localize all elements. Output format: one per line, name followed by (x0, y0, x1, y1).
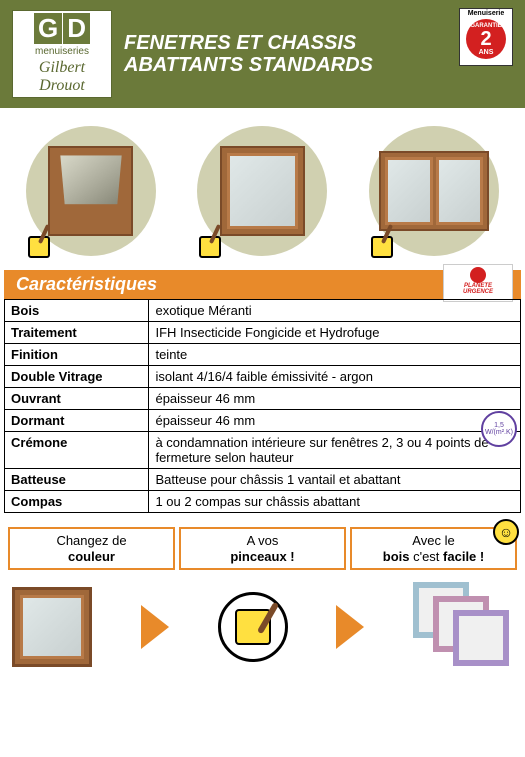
table-row: Finitionteinte (5, 344, 521, 366)
spec-label: Double Vitrage (5, 366, 149, 388)
table-row: Compas1 ou 2 compas sur châssis abattant (5, 491, 521, 513)
label-easy: Avec le bois c'est facile ! ☺ (350, 527, 517, 570)
window-double (379, 151, 489, 231)
window-glass (20, 595, 84, 659)
logo-script: Gilbert Drouot (17, 59, 107, 95)
paint-icon (199, 228, 227, 258)
spec-label: Finition (5, 344, 149, 366)
header: G D menuiseries Gilbert Drouot FENETRES … (0, 0, 525, 108)
spec-label: Crémone (5, 432, 149, 469)
spec-value: exotique Méranti (149, 300, 521, 322)
label2a: A vos (247, 533, 279, 548)
planete-icon (470, 267, 486, 283)
label3a: Avec le (412, 533, 454, 548)
section-title: Caractéristiques (16, 274, 157, 294)
badge-number: 2 (466, 29, 506, 49)
spec-label: Ouvrant (5, 388, 149, 410)
product-row (0, 108, 525, 270)
label2b: pinceaux ! (230, 549, 294, 564)
window-tilt-pane (56, 152, 126, 207)
spec-value: IFH Insecticide Fongicide et Hydrofuge (149, 322, 521, 344)
warranty-badge: Menuiserie GARANTIE 2 ANS (459, 8, 513, 66)
label-color: Changez de couleur (8, 527, 175, 570)
title-line1: FENETRES ET CHASSIS (124, 32, 373, 54)
table-row: Dormantépaisseur 46 mm (5, 410, 521, 432)
paint-icon (28, 228, 56, 258)
window-single (220, 146, 305, 236)
spec-value: teinte (149, 344, 521, 366)
label-brush: A vos pinceaux ! (179, 527, 346, 570)
bottom-flow (8, 582, 517, 672)
product-tilt-window (16, 126, 166, 256)
table-row: Ouvrantépaisseur 46 mm (5, 388, 521, 410)
thermal-stamp: 1,5 W/(m².K) (481, 411, 517, 447)
label1b: couleur (68, 549, 115, 564)
window-glass (385, 157, 433, 225)
badge-years: ANS (466, 49, 506, 56)
spec-value: épaisseur 46 mm (149, 388, 521, 410)
logo-letter-g: G (34, 13, 62, 44)
spec-label: Batteuse (5, 469, 149, 491)
bottom-section: Changez de couleur A vos pinceaux ! Avec… (8, 527, 517, 672)
table-row: Boisexotique Méranti (5, 300, 521, 322)
label3d: facile ! (443, 549, 484, 564)
color-frames (413, 582, 513, 672)
planete-badge: PLANETE URGENCE (443, 264, 513, 302)
spec-value: isolant 4/16/4 faible émissivité - argon (149, 366, 521, 388)
badge-top: Menuiserie (460, 9, 512, 18)
title-line2: ABATTANTS STANDARDS (124, 54, 373, 76)
section-heading: Caractéristiques PLANETE URGENCE (4, 270, 521, 299)
table-row: Double Vitrageisolant 4/16/4 faible émis… (5, 366, 521, 388)
arrow-icon (141, 605, 169, 649)
spec-value: 1 ou 2 compas sur châssis abattant (149, 491, 521, 513)
spec-value: Batteuse pour châssis 1 vantail et abatt… (149, 469, 521, 491)
badge-circle: GARANTIE 2 ANS (466, 19, 506, 59)
window-glass (436, 157, 484, 225)
page-title: FENETRES ET CHASSIS ABATTANTS STANDARDS (124, 32, 373, 76)
label1a: Changez de (56, 533, 126, 548)
small-window (12, 587, 92, 667)
logo: G D menuiseries Gilbert Drouot (12, 10, 112, 98)
spec-label: Traitement (5, 322, 149, 344)
planete-line2: URGENCE (446, 289, 510, 295)
specs-table: Boisexotique MérantiTraitementIFH Insect… (4, 299, 521, 513)
bottom-labels: Changez de couleur A vos pinceaux ! Avec… (8, 527, 517, 570)
product-double-window (359, 126, 509, 256)
label3b: bois (383, 549, 410, 564)
spec-label: Compas (5, 491, 149, 513)
paint-bucket-large (218, 592, 288, 662)
paint-icon (371, 228, 399, 258)
spec-value: à condamnation intérieure sur fenêtres 2… (149, 432, 521, 469)
arrow-icon (336, 605, 364, 649)
spec-value: épaisseur 46 mm (149, 410, 521, 432)
product-single-window (187, 126, 337, 256)
window-glass (227, 153, 298, 229)
logo-sub: menuiseries (17, 46, 107, 57)
frame-purple (453, 610, 509, 666)
table-row: TraitementIFH Insecticide Fongicide et H… (5, 322, 521, 344)
spec-label: Bois (5, 300, 149, 322)
smiley-icon: ☺ (493, 519, 519, 545)
table-row: Crémoneà condamnation intérieure sur fen… (5, 432, 521, 469)
window-tilt (48, 146, 133, 236)
logo-letter-d: D (63, 13, 90, 44)
spec-label: Dormant (5, 410, 149, 432)
table-row: BatteuseBatteuse pour châssis 1 vantail … (5, 469, 521, 491)
label3c: c'est (409, 549, 443, 564)
